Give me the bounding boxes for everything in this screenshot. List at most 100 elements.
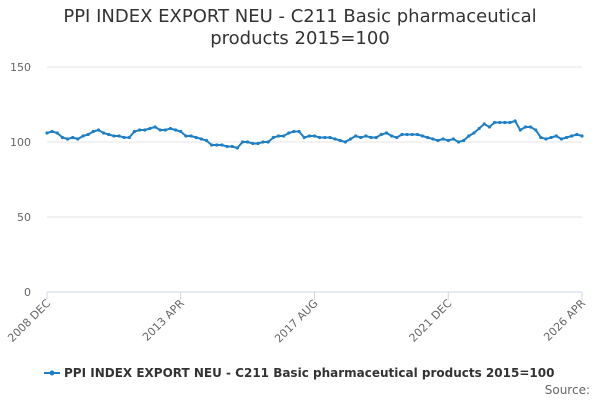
data-point [271, 135, 275, 140]
data-point [477, 126, 481, 131]
data-point [261, 140, 265, 144]
data-point [513, 119, 517, 123]
data-point [287, 131, 291, 135]
data-point [215, 143, 219, 147]
data-point [189, 134, 193, 138]
data-point [462, 138, 466, 143]
data-point [559, 137, 564, 141]
data-point [240, 140, 245, 144]
data-point [50, 129, 54, 134]
data-point [333, 137, 337, 141]
data-point [323, 135, 327, 140]
data-point [307, 134, 311, 138]
data-point [101, 131, 106, 135]
data-point [420, 134, 425, 138]
data-point [405, 132, 409, 137]
data-point [446, 138, 450, 143]
data-point [554, 134, 558, 138]
data-point [174, 128, 178, 132]
data-point [96, 128, 101, 132]
legend-marker [49, 370, 55, 376]
data-point [246, 140, 250, 144]
data-point [395, 135, 399, 140]
data-point [482, 122, 486, 126]
data-point [127, 135, 131, 140]
source: Source: [545, 383, 590, 397]
data-point [220, 143, 224, 147]
data-point [498, 120, 502, 125]
data-point [256, 141, 260, 146]
data-point [55, 131, 59, 135]
data-point [539, 135, 543, 140]
data-point [456, 140, 461, 144]
data-point [441, 137, 445, 141]
data-point [302, 135, 306, 140]
data-point [390, 134, 394, 138]
y-tick-label: 50 [17, 211, 31, 224]
data-point [76, 137, 80, 141]
data-point [508, 120, 512, 125]
data-point [266, 140, 270, 144]
data-point [384, 131, 389, 135]
data-point [400, 132, 404, 137]
data-point [132, 129, 137, 134]
data-point [467, 134, 471, 138]
data-point [86, 132, 90, 137]
x-tick-label: 2008 DEC [5, 297, 53, 345]
data-point [117, 134, 121, 138]
data-point [492, 120, 497, 125]
data-point [338, 138, 342, 143]
data-point [81, 134, 85, 138]
data-point [45, 131, 49, 135]
data-point [328, 135, 332, 140]
data-point [199, 137, 203, 141]
data-point [374, 135, 378, 140]
data-point [528, 125, 533, 129]
data-point [65, 137, 70, 141]
data-point [122, 135, 126, 140]
data-point [225, 144, 229, 149]
data-point [107, 132, 111, 137]
data-point [318, 135, 322, 140]
data-point [168, 126, 173, 131]
x-tick-label: 2013 APR [140, 297, 187, 344]
data-point [379, 132, 383, 137]
data-point [534, 128, 538, 132]
data-point [544, 137, 548, 141]
data-point [575, 132, 579, 137]
data-point [472, 131, 476, 135]
data-point [194, 135, 198, 140]
data-point [137, 128, 142, 132]
data-point [158, 128, 162, 132]
chart-title: PPI INDEX EXPORT NEU - C211 Basic pharma… [63, 6, 537, 49]
data-point [523, 125, 528, 129]
x-tick-label: 2021 DEC [407, 297, 455, 345]
data-point [163, 128, 167, 132]
y-tick-label: 150 [10, 61, 31, 74]
data-point [518, 128, 522, 132]
data-point [179, 129, 183, 134]
data-point [354, 134, 358, 138]
data-point [292, 129, 296, 134]
data-point [91, 129, 95, 134]
data-point [580, 134, 584, 138]
data-point [251, 141, 255, 146]
data-point [359, 135, 363, 140]
data-point [436, 138, 440, 143]
data-point [343, 140, 347, 144]
data-point [184, 134, 188, 138]
data-point [204, 138, 209, 143]
data-point [297, 129, 301, 134]
data-point [549, 135, 553, 140]
legend-label: PPI INDEX EXPORT NEU - C211 Basic pharma… [64, 366, 554, 380]
data-point [364, 134, 368, 138]
data-point [410, 132, 414, 137]
data-point [487, 125, 492, 129]
x-tick-label: 2017 AUG [272, 297, 321, 346]
data-point [60, 135, 65, 140]
data-point [143, 128, 147, 132]
data-point [210, 143, 214, 147]
data-point [312, 134, 317, 138]
